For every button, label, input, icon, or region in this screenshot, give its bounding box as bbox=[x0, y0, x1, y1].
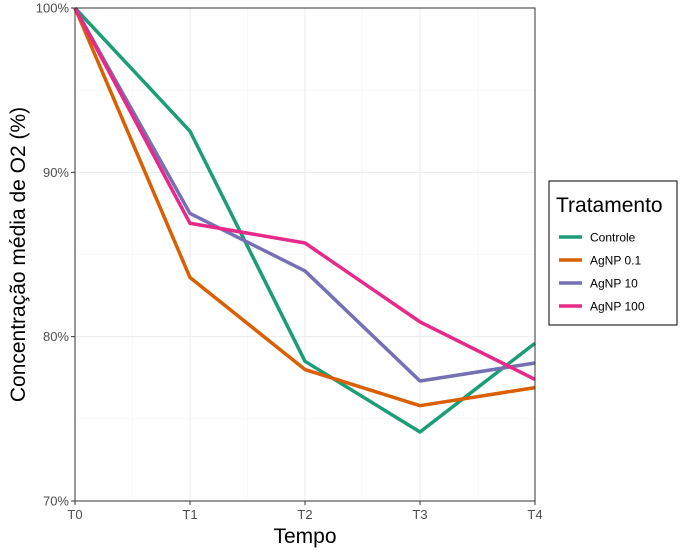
x-tick-label: T4 bbox=[527, 507, 542, 522]
axes: 70% 80% 90% 100% T0 T1 T2 T3 T4 bbox=[36, 1, 543, 523]
y-tick-label: 80% bbox=[43, 329, 69, 344]
series-line-0 bbox=[73, 6, 537, 434]
legend-label-1: AgNP 0.1 bbox=[590, 254, 641, 268]
x-tick-label: T0 bbox=[67, 507, 82, 522]
y-tick-label: 70% bbox=[43, 494, 69, 509]
series-line-1 bbox=[73, 7, 536, 408]
legend-box bbox=[548, 180, 678, 326]
x-axis-title: Tempo bbox=[273, 525, 336, 548]
legend-title: Tratamento bbox=[556, 194, 663, 217]
y-axis-title: Concentração média de O2 (%) bbox=[7, 107, 30, 402]
y-tick-label: 90% bbox=[43, 165, 69, 180]
series-line-2 bbox=[73, 7, 536, 383]
y-tick-label: 100% bbox=[36, 1, 70, 16]
legend-label-0: Controle bbox=[590, 231, 636, 245]
x-tick-label: T3 bbox=[412, 507, 427, 522]
series-line-3 bbox=[73, 7, 536, 381]
series-lines bbox=[73, 6, 537, 434]
legend-label-2: AgNP 10 bbox=[590, 277, 638, 291]
x-tick-label: T1 bbox=[182, 507, 197, 522]
legend-label-3: AgNP 100 bbox=[590, 300, 645, 314]
legend: Tratamento Controle AgNP 0.1 AgNP 10 AgNP 1… bbox=[548, 180, 678, 326]
x-tick-label: T2 bbox=[297, 507, 312, 522]
